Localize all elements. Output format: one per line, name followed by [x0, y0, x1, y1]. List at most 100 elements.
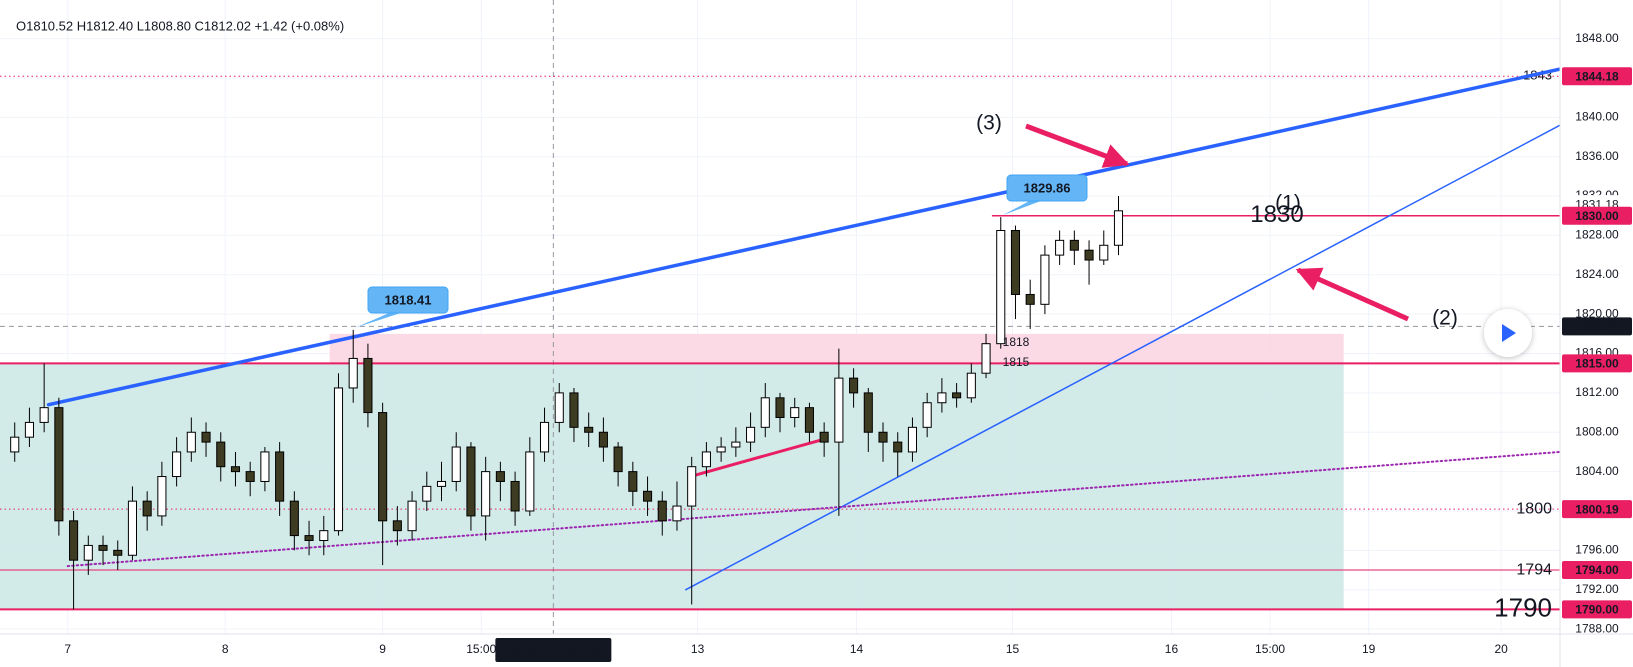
crosshair-time-label: 10 Jul '21 02:00 — [508, 643, 599, 657]
candle-body — [628, 471, 638, 492]
candle-body — [819, 431, 829, 443]
candle-body — [407, 500, 417, 532]
candle-body — [319, 530, 329, 542]
note: 1815 — [1003, 355, 1030, 369]
candle-body — [966, 372, 976, 399]
zone — [329, 333, 1344, 364]
level-price-label-box — [1562, 67, 1632, 86]
x-tick-label: 13 — [691, 642, 705, 656]
candle-body — [878, 431, 888, 443]
candle-body — [1040, 254, 1050, 305]
x-tick-label: 20 — [1494, 642, 1508, 656]
candle-body — [643, 490, 653, 502]
candle-body — [466, 446, 476, 517]
candle-body — [333, 387, 344, 532]
play-button[interactable] — [1484, 309, 1532, 357]
candle-body — [804, 407, 814, 433]
level-price-label-box — [1562, 561, 1632, 580]
candle-body — [584, 426, 594, 433]
trendline — [66, 450, 1560, 568]
candle-body — [245, 471, 255, 482]
callout-box — [1006, 174, 1088, 202]
y-tick-label: 1820.00 — [1575, 306, 1619, 320]
level-price-label-box — [1562, 500, 1632, 519]
candle-body — [863, 392, 873, 433]
candle-body — [1069, 239, 1079, 251]
candle-body — [613, 446, 623, 473]
candle-body — [1099, 244, 1109, 261]
overlay: 1829.86 1818.41 1818 1815 (1) (2) (3) — [355, 112, 1458, 369]
candle-body — [790, 407, 800, 418]
plot-area: 18431830180017941790 — [0, 0, 1560, 634]
zone — [0, 363, 1344, 610]
candle-body — [392, 520, 402, 532]
candle-body — [422, 485, 432, 502]
candle-body — [142, 500, 152, 517]
candle-body — [922, 402, 932, 428]
trendline — [685, 124, 1560, 591]
candle-body — [1010, 230, 1021, 295]
arrow — [1025, 123, 1130, 168]
callout-pointer — [355, 310, 410, 328]
y-tick-label: 1796.00 — [1575, 543, 1619, 557]
level-price-label: 1815.00 — [1575, 357, 1619, 371]
annotation: (1) — [1275, 192, 1301, 215]
note: 1818 — [1003, 335, 1030, 349]
level-price-label: 1790.00 — [1575, 603, 1619, 617]
candle-body — [1055, 239, 1065, 256]
candle-body — [98, 544, 108, 551]
candle-body — [186, 431, 196, 453]
candle-body — [731, 441, 741, 448]
level-text: 1790 — [1494, 592, 1552, 622]
trendline — [46, 67, 1560, 407]
candle-body — [907, 426, 917, 453]
candle-body — [451, 446, 461, 482]
candle-body — [436, 480, 447, 487]
crosshair-time-box — [495, 638, 612, 662]
y-tick-label: 1828.00 — [1575, 228, 1619, 242]
candle-body — [69, 520, 79, 561]
x-tick-label: 15 — [1006, 642, 1020, 656]
candle-body — [378, 412, 388, 522]
candle-body — [834, 377, 844, 443]
y-tick-label: 1836.00 — [1575, 149, 1619, 163]
candle-body — [996, 230, 1006, 345]
candle-body — [481, 471, 491, 517]
y-tick-label: 1804.00 — [1575, 464, 1619, 478]
y-tick-label: 1824.00 — [1575, 267, 1619, 281]
y-tick-label: 1848.00 — [1575, 31, 1619, 45]
trendline — [688, 437, 826, 479]
play-icon[interactable] — [1502, 324, 1516, 342]
candle-body — [10, 436, 20, 453]
x-tick-label: 8 — [222, 642, 229, 656]
candle-body — [849, 377, 859, 394]
candle-body — [525, 451, 535, 512]
x-tick-label: 19 — [1362, 642, 1376, 656]
candle-body — [657, 500, 667, 522]
candle-body — [1084, 249, 1094, 261]
x-tick-label: 15:00 — [1255, 642, 1285, 656]
candle-body — [275, 451, 285, 502]
level-price-label: 1830.00 — [1575, 209, 1619, 223]
candle-body — [760, 397, 770, 428]
callout-pointer — [1002, 198, 1049, 216]
x-tick-label: 14 — [850, 642, 864, 656]
level-price-label-box — [1562, 206, 1632, 225]
candle-body — [289, 500, 299, 537]
candle-body — [775, 397, 785, 418]
x-tick-label: 16 — [1165, 642, 1179, 656]
candle-body — [981, 343, 991, 374]
candle-body — [201, 431, 211, 443]
candle-body — [157, 476, 167, 517]
candle-body — [83, 544, 93, 561]
candle-body — [598, 431, 608, 448]
level-price-label: 1800.19 — [1575, 502, 1619, 516]
level-text: 1800 — [1516, 500, 1552, 517]
candle-body — [172, 451, 182, 478]
candle-body — [127, 500, 137, 556]
candle-body — [672, 505, 682, 522]
candle-body — [510, 480, 520, 512]
y-tick-label: 1840.00 — [1575, 110, 1619, 124]
